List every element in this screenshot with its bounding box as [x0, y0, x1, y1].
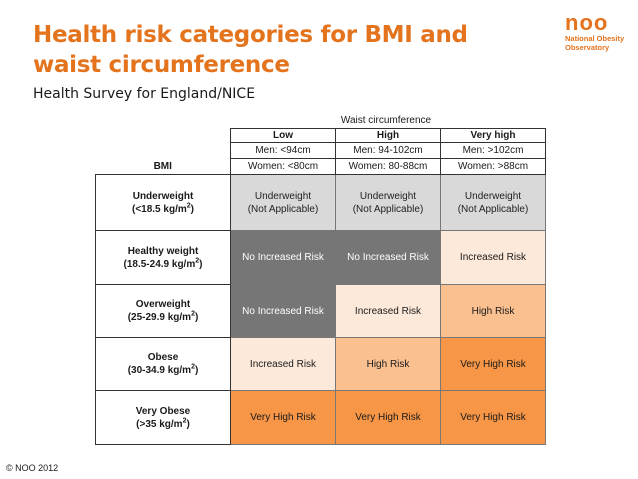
risk-cell-increased-risk: Increased Risk [440, 230, 546, 285]
col-men-low: Men: <94cm [230, 142, 336, 159]
header-row-women: BMI Women: <80cm Women: 80-88cm Women: >… [95, 158, 546, 175]
risk-cell-very-high-risk: Very High Risk [230, 390, 336, 445]
col-header-high: High [335, 128, 441, 143]
bmi-category: Underweight (<18.5 kg/m2) [95, 174, 231, 231]
bmi-category: Healthy weight (18.5-24.9 kg/m2) [95, 230, 231, 285]
logo-mark: noo [565, 10, 609, 35]
risk-cell-increased-risk: Increased Risk [230, 337, 336, 391]
col-men-very-high: Men: >102cm [440, 142, 546, 159]
logo-line-2: Observatory [565, 43, 610, 52]
table-row-healthy-weight: Healthy weight (18.5-24.9 kg/m2) No Incr… [95, 230, 546, 285]
header-row-levels: Low High Very high [95, 128, 546, 143]
risk-cell-not-applicable: Underweight (Not Applicable) [440, 174, 546, 231]
bmi-range: (18.5-24.9 kg/m2) [123, 257, 203, 270]
table-row-obese: Obese (30-34.9 kg/m2) Increased Risk Hig… [95, 337, 546, 391]
col-women-low: Women: <80cm [230, 158, 336, 175]
risk-cell-very-high-risk: Very High Risk [440, 337, 546, 391]
bmi-name: Obese [147, 352, 179, 363]
risk-cell-no-increased-risk: No Increased Risk [230, 230, 336, 285]
header-row-men: Men: <94cm Men: 94-102cm Men: >102cm [95, 142, 546, 159]
bmi-range: (25-29.9 kg/m2) [127, 310, 199, 323]
bmi-category: Very Obese (>35 kg/m2) [95, 390, 231, 445]
table-row-underweight: Underweight (<18.5 kg/m2) Underweight (No… [95, 174, 546, 231]
bmi-category: Obese (30-34.9 kg/m2) [95, 337, 231, 391]
risk-table: Low High Very high Men: <94cm Men: 94-10… [95, 128, 546, 445]
bmi-range: (<18.5 kg/m2) [131, 202, 194, 215]
bmi-name: Underweight [132, 190, 194, 202]
copyright-notice: © NOO 2012 [6, 463, 59, 473]
risk-cell-not-applicable: Underweight (Not Applicable) [335, 174, 441, 231]
header-blank-cell [95, 128, 231, 143]
risk-cell-not-applicable: Underweight (Not Applicable) [230, 174, 336, 231]
table-row-very-obese: Very Obese (>35 kg/m2) Very High Risk Ve… [95, 390, 546, 445]
risk-cell-high-risk: High Risk [335, 337, 441, 391]
col-women-high: Women: 80-88cm [335, 158, 441, 175]
bmi-name: Overweight [135, 299, 191, 310]
bmi-name: Healthy weight [127, 245, 199, 257]
bmi-header: BMI [95, 158, 231, 175]
risk-cell-increased-risk: Increased Risk [335, 284, 441, 338]
bmi-category: Overweight (25-29.9 kg/m2) [95, 284, 231, 338]
risk-cell-no-increased-risk: No Increased Risk [335, 230, 441, 285]
col-header-very-high: Very high [440, 128, 546, 143]
page-title: Health risk categories for BMI and waist… [33, 22, 468, 78]
col-women-very-high: Women: >88cm [440, 158, 546, 175]
noo-logo: noo National Obesity Observatory [565, 10, 625, 53]
waist-circumference-header: Waist circumference [340, 115, 432, 126]
risk-cell-very-high-risk: Very High Risk [335, 390, 441, 445]
risk-cell-very-high-risk: Very High Risk [440, 390, 546, 445]
col-header-low: Low [230, 128, 336, 143]
table-row-overweight: Overweight (25-29.9 kg/m2) No Increased … [95, 284, 546, 338]
page-subtitle: Health Survey for England/NICE [33, 86, 256, 102]
risk-cell-high-risk: High Risk [440, 284, 546, 338]
bmi-range: (30-34.9 kg/m2) [127, 363, 199, 376]
header-blank-cell [95, 142, 231, 159]
bmi-range: (>35 kg/m2) [136, 417, 190, 430]
col-men-high: Men: 94-102cm [335, 142, 441, 159]
logo-line-1: National Obesity [565, 34, 625, 43]
risk-cell-no-increased-risk: No Increased Risk [230, 284, 336, 338]
bmi-name: Very Obese [135, 405, 191, 417]
